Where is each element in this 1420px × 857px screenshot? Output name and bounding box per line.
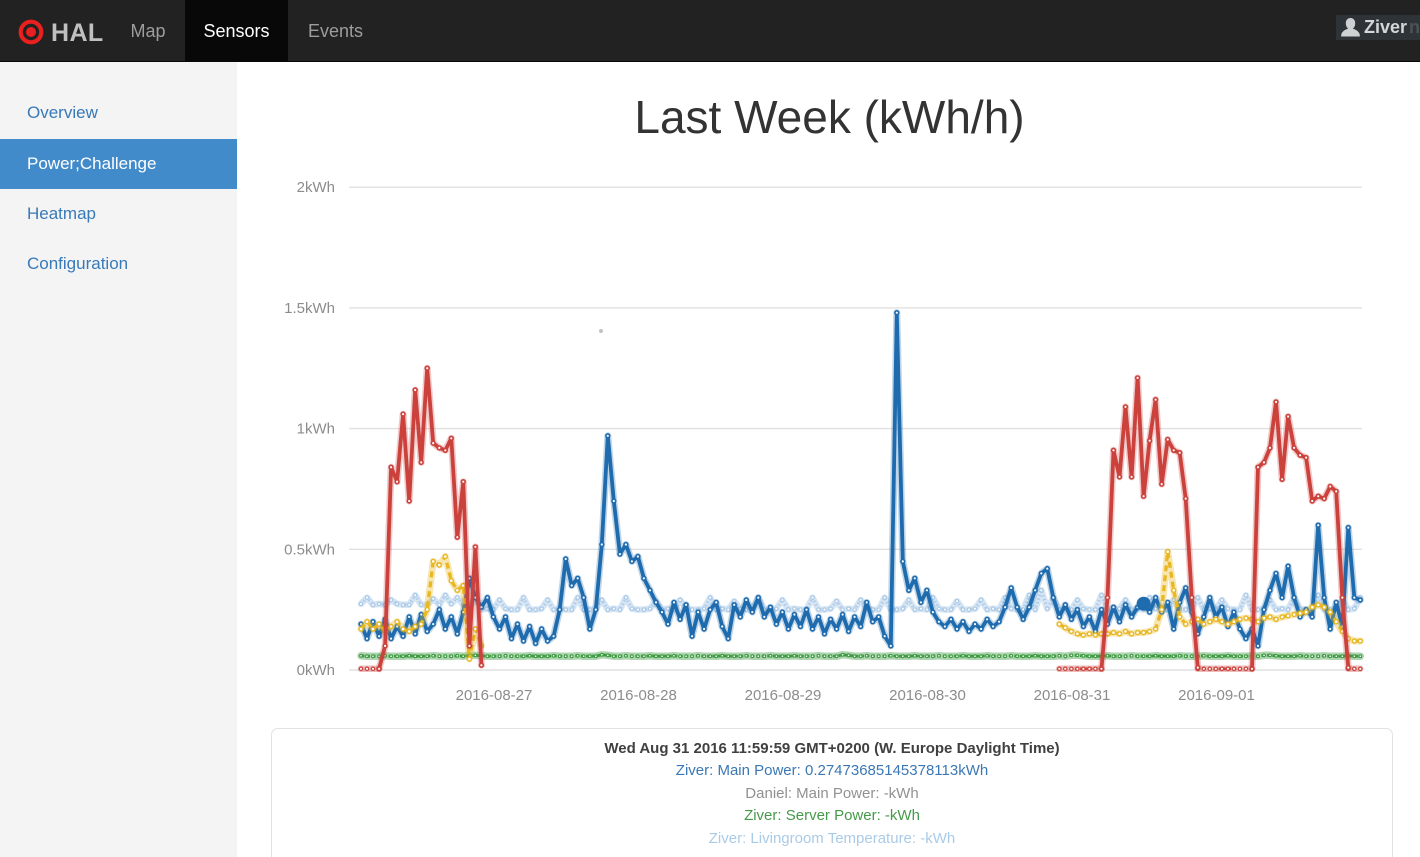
svg-text:2016-08-28: 2016-08-28 (600, 687, 677, 704)
svg-text:2016-08-30: 2016-08-30 (889, 687, 966, 704)
svg-text:1.5kWh: 1.5kWh (284, 300, 335, 317)
svg-text:0.5kWh: 0.5kWh (284, 541, 335, 558)
svg-text:2kWh: 2kWh (297, 179, 335, 196)
svg-text:2016-08-27: 2016-08-27 (456, 687, 533, 704)
svg-text:2016-09-01: 2016-09-01 (1178, 687, 1255, 704)
svg-text:1kWh: 1kWh (297, 421, 335, 438)
svg-text:2016-08-29: 2016-08-29 (745, 687, 822, 704)
svg-text:0kWh: 0kWh (297, 662, 335, 679)
svg-text:2016-08-31: 2016-08-31 (1034, 687, 1111, 704)
